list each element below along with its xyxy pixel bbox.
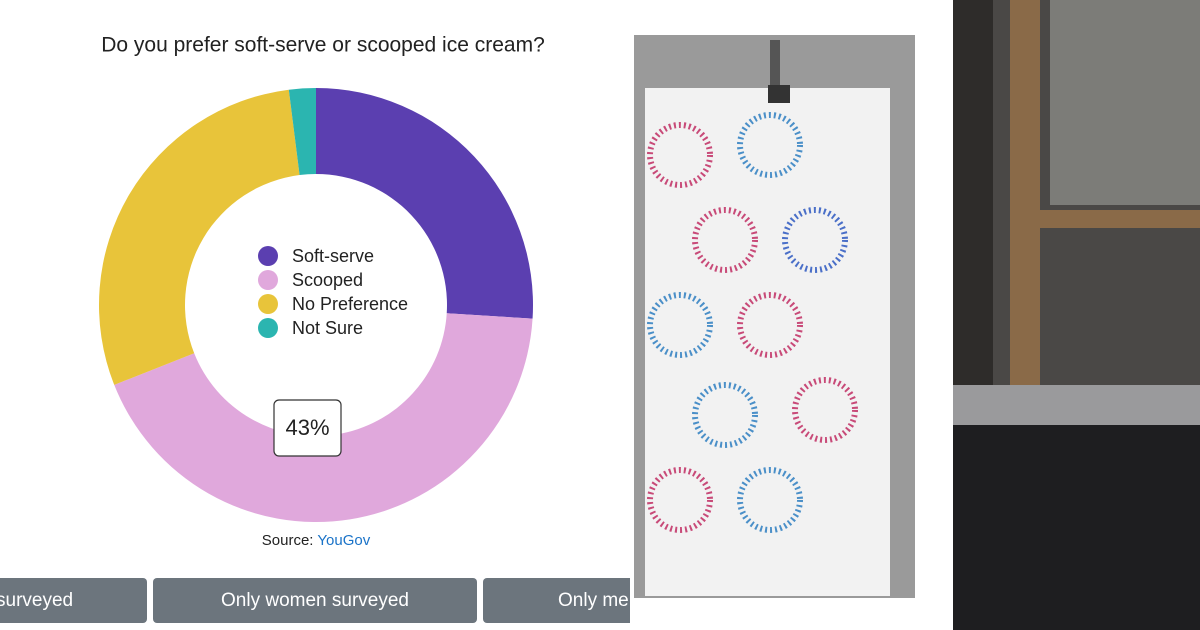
legend: Soft-serve Scooped No Preference Not Sure xyxy=(258,246,408,338)
legend-swatch xyxy=(258,246,278,266)
button[interactable] xyxy=(0,578,147,623)
legend-swatch xyxy=(258,318,278,338)
poster-image xyxy=(634,35,915,598)
source-link[interactable]: YouGov xyxy=(317,532,370,549)
source: Source: YouGov xyxy=(262,532,371,549)
button-label[interactable]: Only women surveyed xyxy=(221,590,409,611)
button-row: surveyed Only women surveyed Only me xyxy=(0,578,663,623)
legend-swatch xyxy=(258,294,278,314)
legend-label: Scooped xyxy=(292,270,363,290)
button-label[interactable]: Only me xyxy=(558,590,629,611)
donut-slice xyxy=(98,89,300,385)
legend-swatch xyxy=(258,270,278,290)
chart-title: Do you prefer soft-serve or scooped ice … xyxy=(101,34,545,57)
button-label[interactable]: surveyed xyxy=(0,590,73,611)
donut-slice xyxy=(316,88,533,319)
tooltip xyxy=(273,399,342,457)
donut-slice xyxy=(288,88,316,176)
source-label: Source: xyxy=(262,532,314,549)
legend-label: Not Sure xyxy=(292,318,363,338)
data-label: 43% xyxy=(285,415,329,440)
donut xyxy=(98,88,533,522)
legend-label: No Preference xyxy=(292,294,408,314)
legend-label: Soft-serve xyxy=(292,246,374,266)
button[interactable] xyxy=(153,578,477,623)
button[interactable] xyxy=(483,578,663,623)
donut-slice xyxy=(114,313,533,522)
office-image xyxy=(953,0,1200,630)
